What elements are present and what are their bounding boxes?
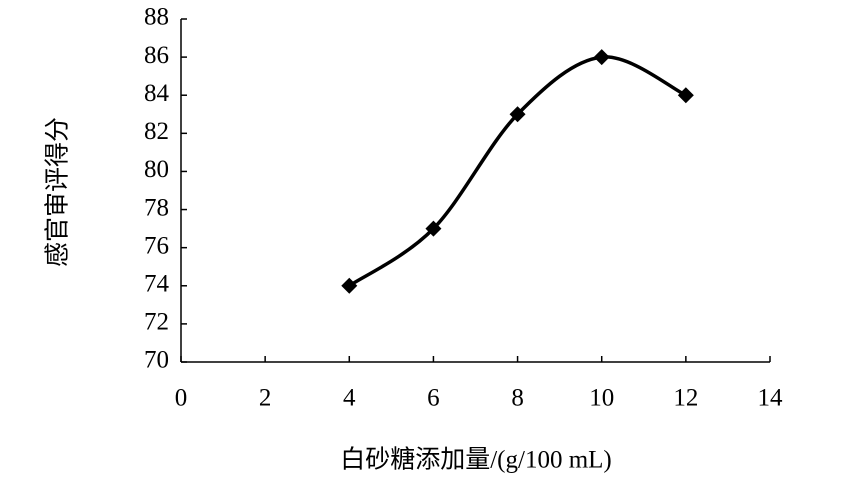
- x-tick-label: 8: [511, 385, 524, 412]
- x-tick-label: 14: [758, 385, 784, 412]
- y-tick-label: 88: [144, 4, 169, 31]
- y-tick-label: 86: [144, 42, 169, 69]
- marker: [509, 106, 526, 123]
- marker: [341, 277, 358, 294]
- y-tick-label: 74: [144, 271, 170, 298]
- marker: [425, 220, 442, 237]
- marker: [677, 87, 694, 104]
- y-tick-label: 78: [144, 194, 169, 221]
- y-tick-label: 70: [144, 347, 169, 374]
- line: [348, 55, 687, 288]
- x-tick-label: 4: [343, 385, 356, 412]
- y-tick-label: 84: [144, 80, 170, 107]
- x-tick-label: 6: [427, 385, 440, 412]
- y-tick-label: 76: [144, 232, 169, 259]
- marker: [593, 49, 610, 66]
- y-tick-label: 82: [144, 118, 169, 145]
- x-tick-label: 2: [259, 385, 272, 412]
- x-tick-label: 0: [175, 385, 188, 412]
- x-axis-label: 白砂糖添加量/(g/100 mL): [340, 446, 612, 474]
- y-tick-label: 72: [144, 309, 169, 336]
- x-tick-label: 10: [589, 385, 614, 412]
- x-tick-label: 12: [673, 385, 698, 412]
- y-tick-label: 80: [144, 156, 169, 183]
- y-axis-label: 感官审评得分: [44, 117, 72, 267]
